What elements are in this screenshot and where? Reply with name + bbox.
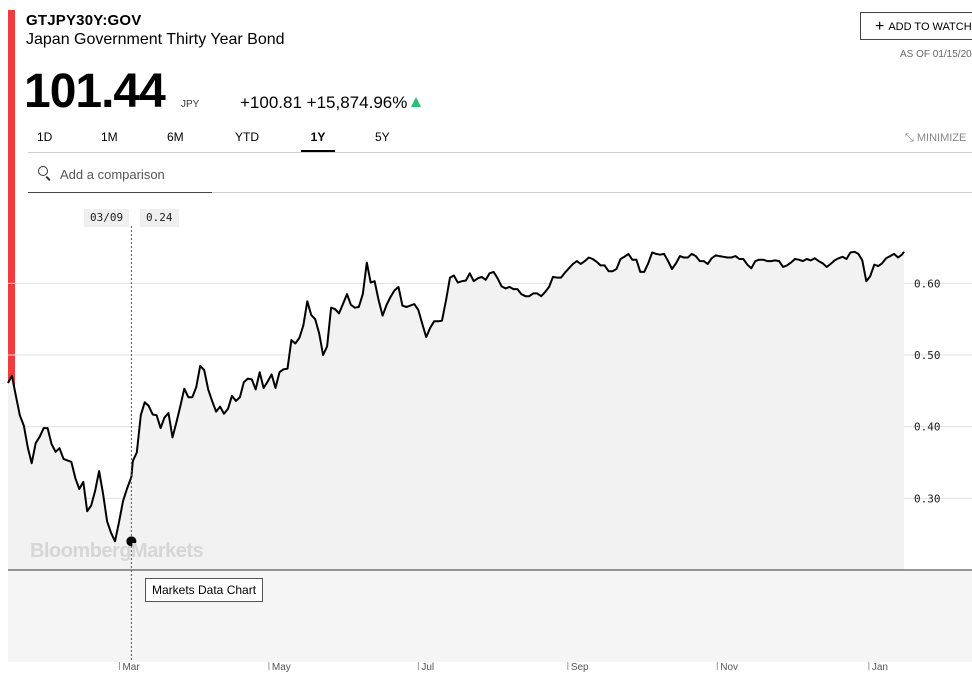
comparison-search xyxy=(28,153,212,193)
as-of-date: AS OF 01/15/2021 xyxy=(900,49,972,60)
last-price: 101.44 xyxy=(24,65,166,118)
minimize-icon: ⤡ xyxy=(905,132,914,144)
search-icon xyxy=(38,166,48,176)
up-arrow-icon xyxy=(411,97,422,107)
tab-divider xyxy=(28,152,972,153)
y-tick-label: 0.30 xyxy=(914,492,941,505)
tab-1y[interactable]: 1Y xyxy=(301,130,335,152)
price-change: +100.81 +15,874.96% xyxy=(240,93,422,113)
price-currency: JPY xyxy=(181,99,200,110)
x-tick-label: May xyxy=(272,662,291,673)
price-change-percent: +15,874.96% xyxy=(306,93,408,112)
markets-data-chart-label: Markets Data Chart xyxy=(145,578,264,602)
accent-bar xyxy=(8,10,15,570)
tab-5y[interactable]: 5Y xyxy=(375,130,390,144)
tab-1m[interactable]: 1M xyxy=(101,130,118,144)
x-tick-label: Sep xyxy=(571,662,589,673)
x-tick-label: Mar xyxy=(122,662,140,673)
y-tick-label: 0.60 xyxy=(914,277,941,290)
y-axis-labels: 0.30 0.40 0.50 0.60 xyxy=(914,277,941,505)
crosshair-date: 03/09 xyxy=(84,209,130,227)
x-tick-label: Nov xyxy=(720,662,738,673)
tab-ytd[interactable]: YTD xyxy=(235,130,259,144)
series-area xyxy=(8,251,904,571)
comparison-divider xyxy=(212,192,972,193)
bloomberg-watermark: BloombergMarkets xyxy=(30,540,204,562)
x-axis-labels: Mar May Jul Sep Nov Jan xyxy=(118,662,888,673)
highlight-point xyxy=(126,536,137,547)
price-change-value: +100.81 xyxy=(240,93,302,112)
y-tick-label: 0.50 xyxy=(914,349,941,362)
x-tick-label: Jul xyxy=(421,662,434,673)
minimize-button[interactable]: ⤡ MINIMIZE xyxy=(905,132,966,145)
tab-6m[interactable]: 6M xyxy=(167,130,184,144)
ticker-symbol: GTJPY30Y:GOV xyxy=(26,12,142,29)
add-to-watchlist-button[interactable]: +ADD TO WATCHLIST xyxy=(860,12,972,40)
crosshair-value: 0.24 xyxy=(140,209,179,227)
series-line xyxy=(7,250,905,543)
x-tick-label: Jan xyxy=(872,662,888,673)
plus-icon: + xyxy=(875,18,885,35)
y-tick-label: 0.40 xyxy=(914,421,941,434)
security-name: Japan Government Thirty Year Bond xyxy=(26,31,285,48)
watchlist-button-label: ADD TO WATCHLIST xyxy=(888,21,972,33)
comparison-input[interactable] xyxy=(58,161,212,187)
tab-1d[interactable]: 1D xyxy=(37,130,53,144)
minimize-label: MINIMIZE xyxy=(916,132,967,144)
